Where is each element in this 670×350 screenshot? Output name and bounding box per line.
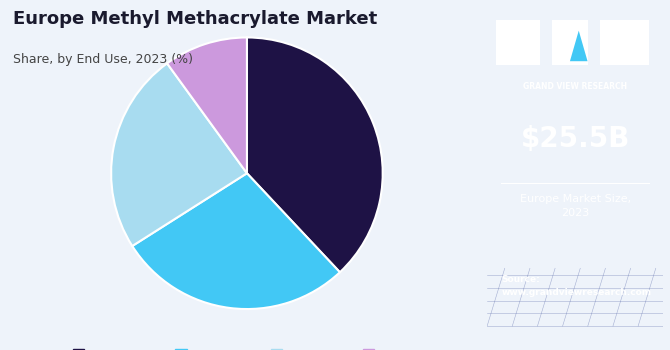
FancyBboxPatch shape: [552, 21, 588, 65]
Text: GRAND VIEW RESEARCH: GRAND VIEW RESEARCH: [523, 82, 627, 91]
Text: Source:
www.grandviewresearch.com: Source: www.grandviewresearch.com: [501, 275, 651, 296]
Wedge shape: [167, 37, 247, 173]
FancyBboxPatch shape: [496, 21, 540, 65]
Polygon shape: [570, 31, 588, 61]
Wedge shape: [111, 63, 247, 246]
Text: Europe Methyl Methacrylate Market: Europe Methyl Methacrylate Market: [13, 10, 378, 28]
Wedge shape: [132, 173, 340, 309]
Text: $25.5B: $25.5B: [521, 125, 630, 153]
FancyBboxPatch shape: [600, 21, 649, 65]
Wedge shape: [247, 37, 383, 272]
Text: Share, by End Use, 2023 (%): Share, by End Use, 2023 (%): [13, 52, 194, 65]
Legend: Construction, Automotive, Electronics, Others: Construction, Automotive, Electronics, O…: [69, 345, 425, 350]
Text: Europe Market Size,
2023: Europe Market Size, 2023: [520, 194, 630, 218]
